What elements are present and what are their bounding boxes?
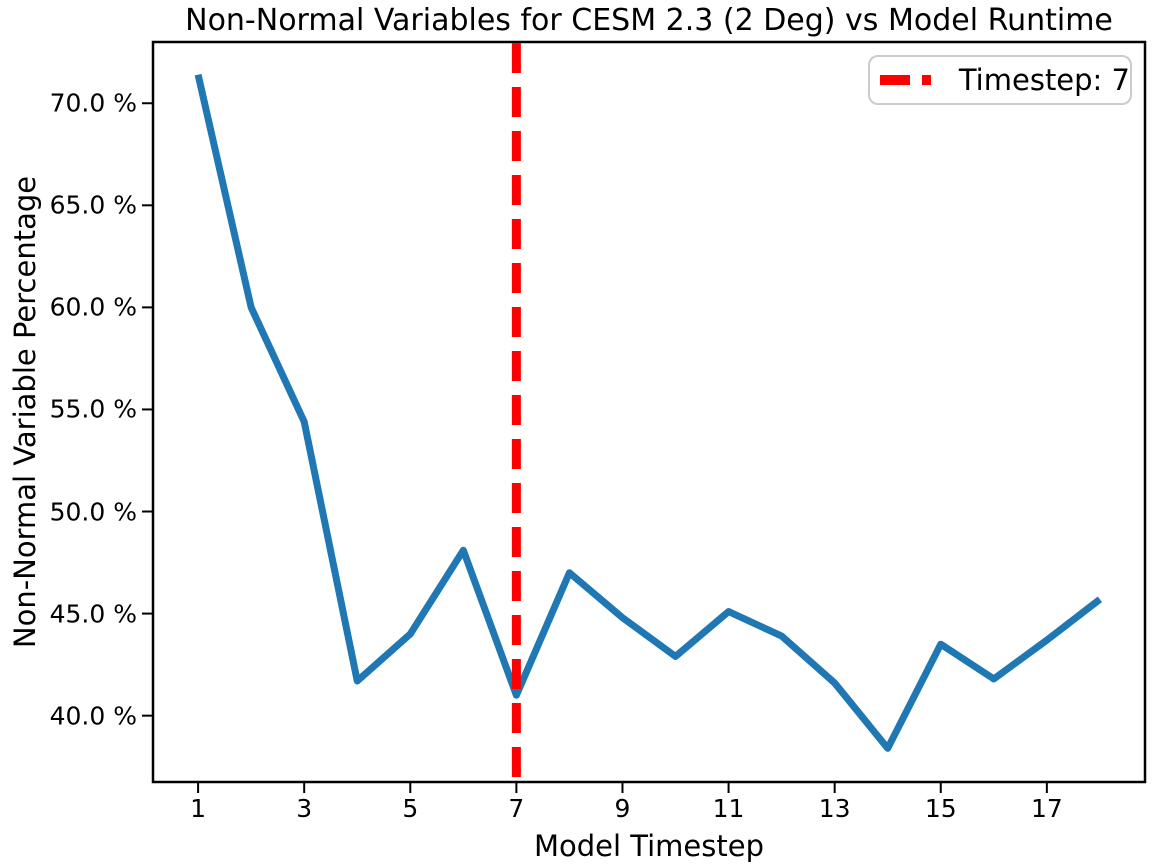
- y-tick-label: 50.0 %: [49, 497, 137, 527]
- x-tick-label: 3: [296, 794, 313, 823]
- y-tick-label: 70.0 %: [49, 88, 137, 118]
- legend: Timestep: 7: [868, 55, 1132, 105]
- legend-dashed-line-sample: [880, 75, 931, 85]
- y-tick-label: 55.0 %: [49, 394, 137, 424]
- x-tick-label: 11: [712, 794, 745, 823]
- y-tick-label: 65.0 %: [49, 190, 137, 220]
- x-tick-label: 7: [508, 794, 525, 823]
- y-tick-label: 60.0 %: [49, 292, 137, 322]
- y-tick-label: 40.0 %: [49, 701, 137, 731]
- x-tick-label: 15: [924, 794, 957, 823]
- y-tick-label: 45.0 %: [49, 599, 137, 629]
- x-tick-label: 5: [402, 794, 419, 823]
- x-tick-label: 9: [614, 794, 631, 823]
- series-line-non-normal-variable-percentage: [194, 73, 1103, 752]
- legend-label: Timestep: 7: [958, 63, 1130, 97]
- x-axis-label: Model Timestep: [534, 829, 764, 863]
- axes-spines: [151, 40, 1147, 784]
- chart-title: Non-Normal Variables for CESM 2.3 (2 Deg…: [185, 3, 1113, 38]
- x-tick-label: 17: [1030, 794, 1063, 823]
- x-tick-label: 13: [818, 794, 851, 823]
- x-tick-label: 1: [190, 794, 207, 823]
